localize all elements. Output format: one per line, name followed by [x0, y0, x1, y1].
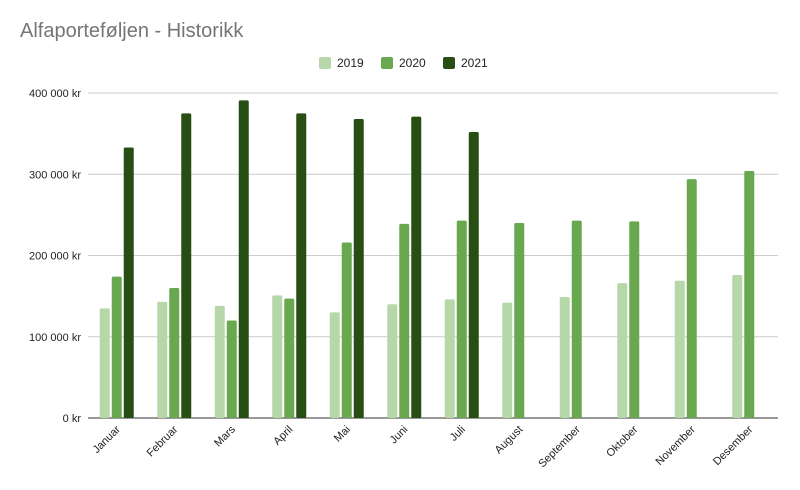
- legend-swatch: [443, 57, 455, 69]
- legend-label: 2020: [399, 56, 426, 70]
- bar: [732, 275, 743, 418]
- bar: [571, 220, 582, 418]
- bar: [169, 288, 180, 418]
- bar: [296, 113, 307, 418]
- bar: [456, 220, 467, 418]
- bar: [272, 295, 283, 418]
- bar: [181, 113, 192, 418]
- bar: [502, 302, 513, 418]
- bar: [411, 116, 422, 418]
- bar: [387, 304, 398, 418]
- y-tick-label: 200 000 kr: [29, 251, 81, 263]
- x-tick-label: September: [536, 423, 583, 470]
- x-tick-label: August: [493, 424, 526, 457]
- x-tick-label: Januar: [91, 423, 124, 456]
- bar: [468, 132, 479, 418]
- legend-label: 2019: [337, 56, 364, 70]
- chart-title: Alfaporteføljen - Historikk: [20, 20, 244, 42]
- bar: [674, 280, 685, 418]
- bar: [329, 312, 340, 418]
- y-tick-label: 400 000 kr: [29, 88, 81, 100]
- bar: [399, 223, 410, 418]
- bar: [744, 171, 755, 418]
- x-tick-label: November: [654, 423, 699, 468]
- bar: [99, 308, 110, 418]
- y-tick-label: 300 000 kr: [29, 169, 81, 181]
- bar: [686, 179, 697, 418]
- bar: [341, 242, 352, 418]
- bar: [111, 276, 122, 418]
- x-tick-label: Desember: [711, 423, 756, 468]
- bar: [617, 283, 628, 418]
- x-tick-label: Februar: [145, 423, 181, 459]
- bar: [238, 100, 249, 418]
- x-tick-label: Juni: [388, 424, 411, 447]
- y-tick-label: 0 kr: [63, 413, 82, 425]
- x-tick-label: Mai: [332, 424, 353, 445]
- y-tick-label: 100 000 kr: [29, 332, 81, 344]
- bar: [284, 298, 295, 418]
- bar: [559, 296, 570, 418]
- bar: [226, 320, 237, 418]
- x-tick-label: Oktober: [604, 423, 640, 459]
- x-tick-label: Juli: [448, 424, 468, 444]
- legend-swatch: [319, 57, 331, 69]
- bar: [123, 147, 134, 418]
- legend-label: 2021: [461, 56, 488, 70]
- x-tick-label: Mars: [212, 423, 238, 449]
- bar: [353, 119, 364, 418]
- bar: [629, 221, 640, 418]
- legend-swatch: [381, 57, 393, 69]
- x-tick-label: April: [271, 424, 295, 448]
- bar: [214, 305, 225, 418]
- bar: [514, 223, 525, 418]
- bar: [157, 301, 168, 418]
- bar: [444, 299, 455, 418]
